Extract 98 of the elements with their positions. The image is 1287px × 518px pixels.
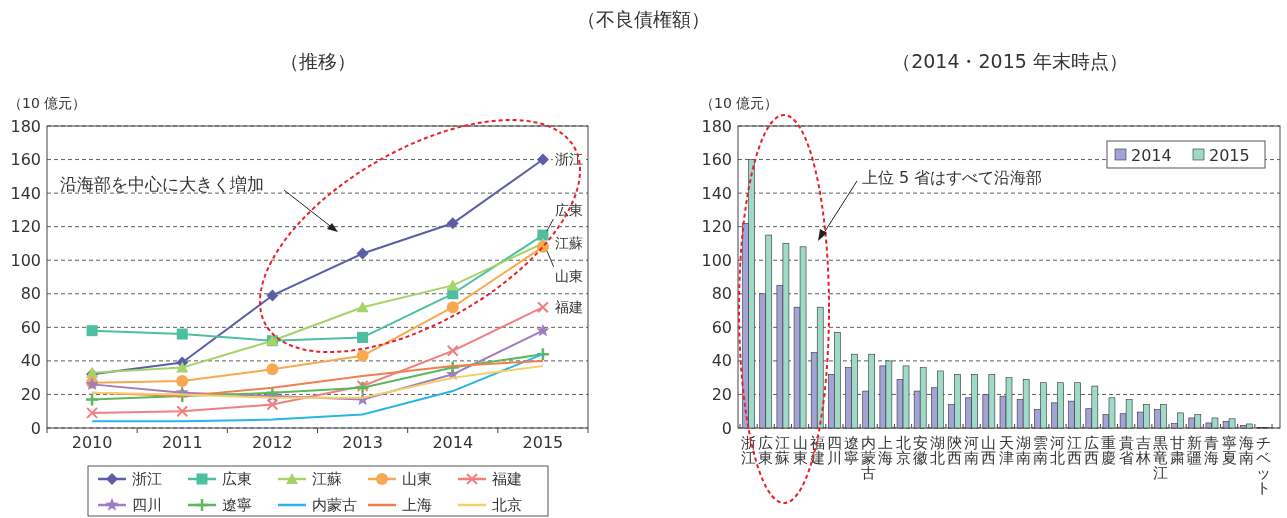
y-axis-title: （10 億元） [700, 95, 779, 111]
x-tick-label: 遼寧 [844, 434, 860, 467]
x-tick-label: 四川 [826, 434, 842, 467]
x-tick-label: 2010 [71, 433, 113, 452]
y-tick-label: 20 [20, 385, 41, 405]
legend-label: 四川 [132, 496, 162, 515]
y-tick-label: 160 [701, 150, 732, 170]
y-tick-label: 0 [721, 418, 732, 438]
annotation: 広東 [554, 201, 583, 218]
x-tick-label: 河北 [1049, 434, 1065, 467]
annotation: 上位 5 省はすべて沿海部 [862, 168, 1043, 187]
y-tick-label: 100 [10, 250, 41, 270]
y-tick-label: 160 [10, 150, 41, 170]
x-tick-label: 内蒙古 [861, 434, 877, 482]
x-tick-label: 黒竜江 [1152, 434, 1168, 482]
x-tick-label: 山西 [981, 434, 997, 467]
annotation: 福建 [554, 299, 583, 316]
x-tick-label: 2013 [342, 433, 383, 452]
point [266, 289, 279, 302]
legend-label: 北京 [492, 496, 522, 515]
x-tick-label: 広東 [758, 434, 774, 467]
legend-label: 内蒙古 [312, 496, 357, 515]
point [537, 229, 549, 241]
x-tick-label: 2015 [522, 433, 564, 452]
y-tick-label: 80 [711, 284, 732, 304]
point [357, 331, 369, 343]
point [446, 279, 459, 291]
y-tick-label: 100 [701, 250, 732, 270]
x-tick-label: 広西 [1084, 434, 1100, 467]
point [356, 301, 369, 313]
x-tick-label: 貴省 [1118, 434, 1134, 467]
point [446, 217, 459, 230]
legend-label: 遼寧 [222, 496, 252, 515]
line-series [91, 353, 544, 423]
y-tick-label: 180 [701, 116, 732, 136]
x-tick-label: 雲南 [1032, 434, 1048, 467]
annotation: 江蘇 [554, 235, 583, 252]
point [176, 361, 189, 373]
x-tick-label: 天津 [998, 434, 1014, 467]
x-tick-label: 浙江 [741, 434, 757, 467]
point [86, 406, 99, 419]
point [536, 153, 549, 166]
y-tick-label: 60 [711, 317, 732, 337]
point [176, 328, 188, 340]
point [266, 398, 279, 411]
y-tick-label: 120 [10, 217, 41, 237]
y-tick-label: 40 [711, 351, 732, 371]
y-tick-label: 140 [10, 183, 41, 203]
point [176, 405, 189, 418]
point [266, 363, 279, 376]
legend-label: 2015 [1209, 145, 1250, 165]
x-tick-label: チベット [1255, 434, 1271, 497]
chart-title: （推移） [280, 50, 356, 72]
y-tick-label: 120 [701, 217, 732, 237]
x-tick-label: 吉林 [1134, 434, 1151, 467]
point [446, 344, 459, 357]
x-tick-label: 重慶 [1101, 434, 1117, 467]
point [536, 301, 549, 314]
legend-label: 上海 [402, 496, 432, 515]
chart-title: （2014・2015 年末時点） [892, 50, 1128, 72]
point [446, 301, 459, 314]
y-tick-label: 60 [20, 317, 41, 337]
text: （不良債権額） [576, 8, 710, 30]
x-tick-label: 安徽 [912, 434, 928, 467]
y-tick-label: 0 [30, 418, 41, 438]
legend-label: 2014 [1131, 145, 1172, 165]
x-tick-label: 寧夏 [1221, 434, 1237, 467]
y-axis-title: （10 億元） [8, 95, 87, 111]
x-tick-label: 青海 [1204, 434, 1220, 467]
x-tick-label: 福建 [808, 434, 825, 467]
point [356, 349, 369, 362]
x-tick-label: 新疆 [1187, 434, 1203, 467]
x-tick-label: 湖北 [929, 434, 945, 467]
x-tick-label: 北京 [895, 434, 911, 467]
x-tick-label: 江蘇 [775, 434, 791, 467]
point [536, 323, 550, 337]
annotation: 山東 [554, 267, 583, 284]
y-tick-label: 20 [711, 385, 732, 405]
point [176, 375, 189, 388]
x-tick-label: 甘粛 [1170, 434, 1186, 467]
y-tick-label: 140 [701, 183, 732, 203]
y-tick-label: 80 [20, 284, 41, 304]
x-tick-label: 湖南 [1015, 434, 1031, 467]
x-tick-label: 2014 [432, 433, 474, 452]
x-tick-label: 陝西 [947, 434, 963, 467]
annotation: 沿海部を中心に大きく増加 [60, 174, 264, 194]
x-tick-label: 山東 [792, 434, 808, 467]
x-tick-label: 河南 [964, 434, 980, 467]
y-tick-label: 40 [20, 351, 41, 371]
x-tick-label: 海南 [1238, 434, 1254, 467]
point [86, 325, 98, 337]
x-tick-label: 2012 [252, 433, 293, 452]
x-tick-label: 上海 [878, 434, 894, 467]
x-tick-label: 2011 [161, 433, 203, 452]
x-tick-label: 江西 [1067, 434, 1083, 467]
y-tick-label: 180 [10, 116, 41, 136]
point [84, 392, 100, 407]
point [356, 247, 369, 260]
